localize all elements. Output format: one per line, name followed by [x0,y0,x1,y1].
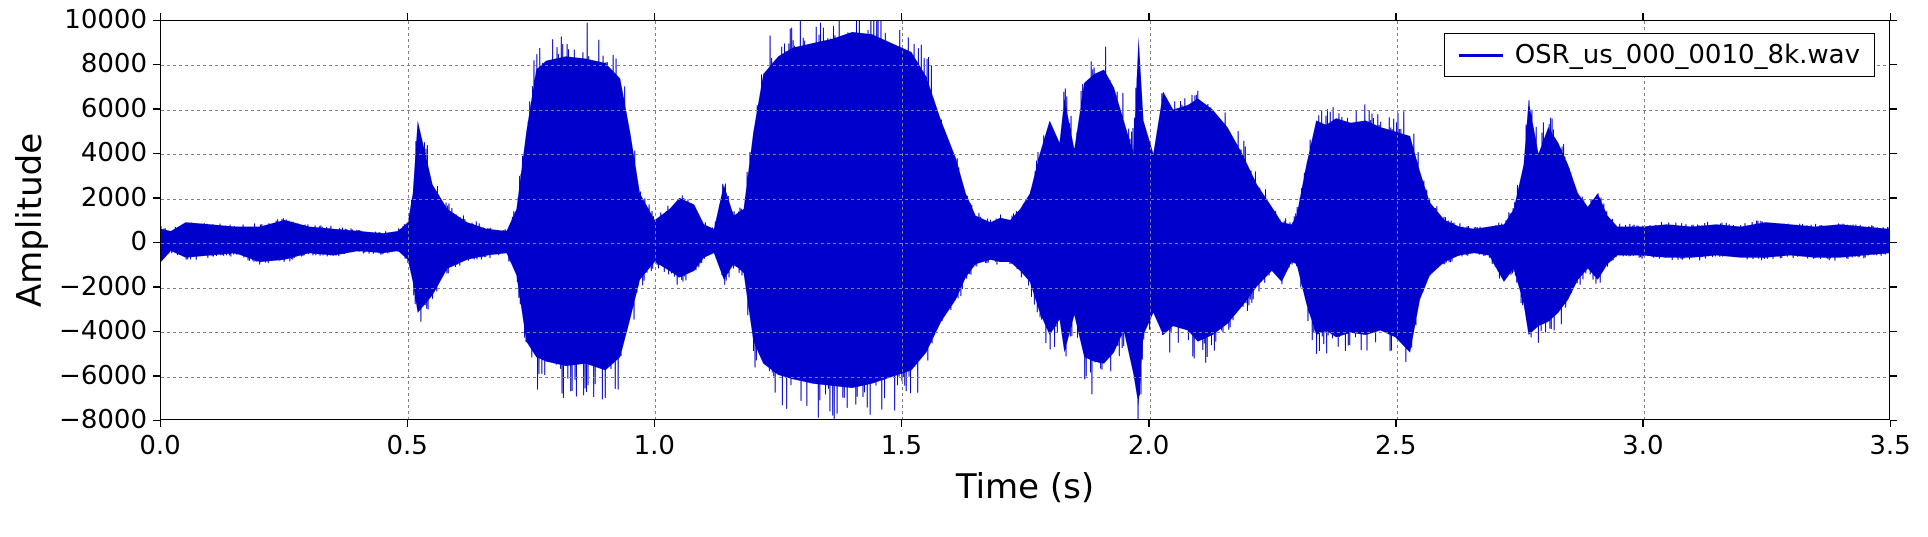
y-tick-label: −2000 [59,272,147,302]
y-tick-label: 10000 [64,5,147,35]
grid-line-h [161,199,1889,200]
y-axis-label: Amplitude [10,133,50,307]
figure: OSR_us_000_0010_8k.wav Time (s) Amplitud… [0,0,1928,537]
grid-line-v [408,21,409,419]
plot-inner [161,21,1889,419]
y-tick [1890,375,1897,377]
y-tick [153,108,160,110]
y-tick [153,197,160,199]
grid-line-v [902,21,903,419]
y-tick [1890,331,1897,333]
y-tick [1890,420,1897,422]
grid-line-h [161,377,1889,378]
x-axis-label: Time (s) [956,467,1094,507]
x-tick [1890,420,1892,427]
y-tick [1890,20,1897,22]
x-tick [407,13,409,20]
y-tick-label: 8000 [81,49,147,79]
x-tick [1148,420,1150,427]
y-tick [1890,197,1897,199]
x-tick-label: 2.5 [1375,431,1416,461]
y-tick-label: −6000 [59,361,147,391]
y-tick [153,375,160,377]
plot-area: OSR_us_000_0010_8k.wav [160,20,1890,420]
x-tick-label: 3.5 [1869,431,1910,461]
grid-line-h [161,288,1889,289]
grid-line-v [655,21,656,419]
y-tick [1890,64,1897,66]
y-tick [153,20,160,22]
grid-line-h [161,243,1889,244]
x-tick [407,420,409,427]
x-tick-label: 3.0 [1622,431,1663,461]
grid-line-h [161,110,1889,111]
x-tick-label: 0.0 [139,431,180,461]
y-tick-label: −8000 [59,405,147,435]
y-tick [153,64,160,66]
y-tick [153,420,160,422]
y-tick-label: −4000 [59,316,147,346]
x-tick [1642,420,1644,427]
x-tick [1642,13,1644,20]
y-tick [153,331,160,333]
y-tick [1890,108,1897,110]
x-tick [1395,420,1397,427]
x-tick [654,13,656,20]
grid-line-h [161,154,1889,155]
y-tick-label: 4000 [81,138,147,168]
legend-label: OSR_us_000_0010_8k.wav [1515,40,1860,70]
y-tick-label: 2000 [81,183,147,213]
grid-line-v [1644,21,1645,419]
grid-line-v [1150,21,1151,419]
grid-line-h [161,332,1889,333]
grid-line-v [1397,21,1398,419]
x-tick [1395,13,1397,20]
x-tick-label: 1.5 [881,431,922,461]
x-tick-label: 2.0 [1128,431,1169,461]
y-tick [153,242,160,244]
x-tick-label: 1.0 [634,431,675,461]
waveform-line [161,21,1889,419]
x-tick-label: 0.5 [386,431,427,461]
y-tick [153,153,160,155]
x-tick [160,420,162,427]
x-tick [1148,13,1150,20]
y-tick [153,286,160,288]
y-tick-label: 6000 [81,94,147,124]
legend-line-sample [1459,54,1503,57]
x-tick [901,420,903,427]
legend: OSR_us_000_0010_8k.wav [1444,33,1875,77]
y-tick [1890,286,1897,288]
x-tick [901,13,903,20]
y-tick [1890,242,1897,244]
y-tick-label: 0 [130,227,147,257]
x-tick [654,420,656,427]
y-tick [1890,153,1897,155]
